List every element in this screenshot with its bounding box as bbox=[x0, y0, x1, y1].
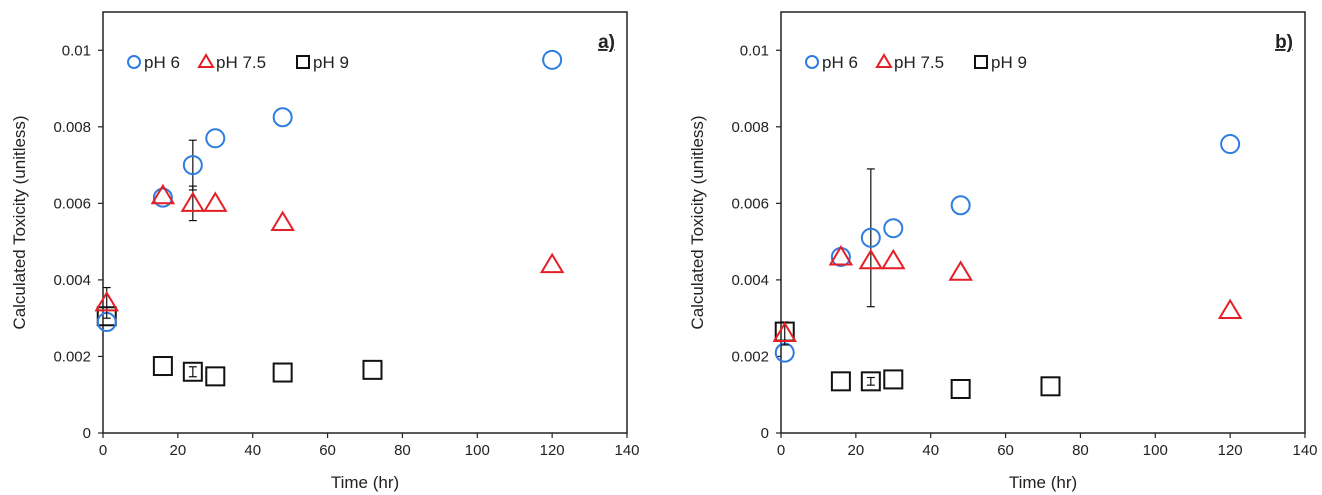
x-tick-label: 20 bbox=[170, 442, 187, 459]
x-tick-label: 140 bbox=[1292, 442, 1317, 459]
data-point bbox=[542, 49, 563, 70]
y-tick-label: 0.01 bbox=[740, 42, 769, 59]
error-bar bbox=[188, 139, 197, 191]
data-point bbox=[180, 191, 206, 212]
y-tick-label: 0 bbox=[761, 425, 769, 442]
x-tick-label: 80 bbox=[1072, 442, 1089, 459]
legend-marker bbox=[127, 55, 141, 69]
x-tick-label: 100 bbox=[465, 442, 490, 459]
x-tick-label: 0 bbox=[99, 442, 107, 459]
x-tick-label: 100 bbox=[1143, 442, 1168, 459]
data-point bbox=[860, 371, 881, 392]
error-bar bbox=[866, 168, 875, 308]
data-point bbox=[270, 210, 295, 231]
chart-panel-a: 0 20 40 60 80 100 120 140 0 0.002 0.004 0.006 0.008 0… bbox=[10, 11, 640, 492]
data-point bbox=[1217, 298, 1243, 320]
data-point bbox=[950, 378, 971, 399]
y-tick-label: 0.004 bbox=[731, 272, 769, 289]
y-tick-label: 0.008 bbox=[731, 119, 769, 136]
legend-label: pH 7.5 bbox=[216, 53, 266, 72]
legend-label: pH 7.5 bbox=[894, 53, 944, 72]
plot-frame bbox=[102, 11, 628, 434]
x-axis-title: Time (hr) bbox=[1009, 473, 1077, 492]
data-point bbox=[205, 128, 226, 149]
data-point bbox=[950, 195, 971, 216]
x-tick-label: 140 bbox=[614, 442, 639, 459]
y-tick-label: 0 bbox=[83, 425, 91, 442]
x-tick-label: 120 bbox=[1218, 442, 1243, 459]
y-tick-label: 0.006 bbox=[53, 195, 91, 212]
x-tick-label: 0 bbox=[777, 442, 785, 459]
legend-label: pH 9 bbox=[313, 53, 349, 72]
error-bar bbox=[188, 366, 197, 378]
legend-marker bbox=[197, 53, 215, 68]
y-tick-label: 0.008 bbox=[53, 119, 91, 136]
legend-marker bbox=[974, 55, 988, 69]
x-tick-label: 120 bbox=[540, 442, 565, 459]
y-tick-label: 0.01 bbox=[62, 42, 91, 59]
y-tick-label: 0.006 bbox=[731, 195, 769, 212]
data-point bbox=[774, 342, 795, 363]
legend-marker bbox=[875, 53, 893, 68]
data-point bbox=[362, 359, 383, 380]
y-tick-label: 0.004 bbox=[53, 272, 91, 289]
x-tick-label: 60 bbox=[319, 442, 336, 459]
data-point bbox=[828, 245, 854, 266]
legend-marker bbox=[805, 55, 819, 69]
x-axis-title: Time (hr) bbox=[331, 473, 399, 492]
x-tick-label: 80 bbox=[394, 442, 411, 459]
chart-panel-b: 0 20 40 60 80 100 120 140 0 0.002 0.004 0.006 0.008 0… bbox=[688, 11, 1318, 492]
y-axis-title: Calculated Toxicity (unitless) bbox=[688, 115, 707, 329]
legend-marker bbox=[296, 55, 310, 69]
y-axis-title: Calculated Toxicity (unitless) bbox=[10, 115, 29, 329]
x-tick-label: 20 bbox=[848, 442, 865, 459]
data-point bbox=[182, 155, 203, 176]
y-tick-label: 0.002 bbox=[53, 348, 91, 365]
plot-frame bbox=[780, 11, 1306, 434]
data-point bbox=[152, 356, 173, 377]
data-point bbox=[539, 252, 565, 274]
data-point bbox=[1220, 134, 1241, 155]
legend-label: pH 9 bbox=[991, 53, 1027, 72]
data-point bbox=[1040, 376, 1061, 397]
data-point bbox=[272, 107, 293, 128]
data-point bbox=[150, 183, 176, 205]
x-tick-label: 40 bbox=[922, 442, 939, 459]
data-point bbox=[94, 290, 120, 312]
legend-label: pH 6 bbox=[144, 53, 180, 72]
data-point bbox=[205, 366, 226, 387]
data-point bbox=[860, 227, 881, 248]
data-point bbox=[272, 362, 293, 383]
legend-label: pH 6 bbox=[822, 53, 858, 72]
data-point bbox=[830, 371, 851, 392]
data-point bbox=[883, 218, 904, 239]
data-point bbox=[772, 321, 798, 342]
data-point bbox=[881, 248, 906, 270]
error-bar bbox=[866, 376, 875, 386]
x-tick-label: 60 bbox=[997, 442, 1014, 459]
panel-label: a) bbox=[598, 32, 615, 53]
data-point bbox=[152, 187, 173, 208]
error-bar bbox=[188, 185, 197, 222]
data-point bbox=[858, 248, 884, 270]
data-point bbox=[182, 361, 203, 382]
data-point bbox=[948, 260, 973, 281]
y-tick-label: 0.002 bbox=[731, 348, 769, 365]
x-tick-label: 40 bbox=[244, 442, 261, 459]
data-point bbox=[883, 369, 904, 390]
panel-label: b) bbox=[1275, 32, 1293, 53]
data-point bbox=[203, 191, 228, 212]
